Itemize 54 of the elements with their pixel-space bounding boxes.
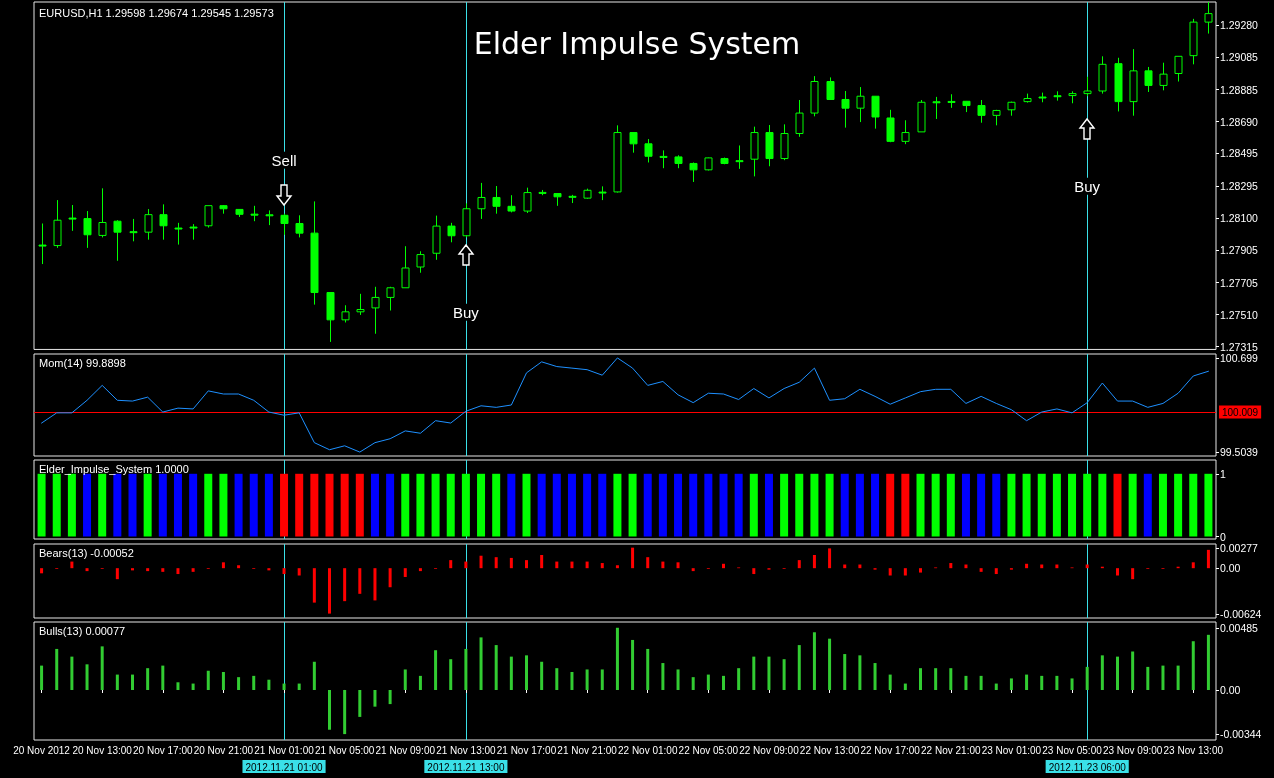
y-tick-label: -0.00344: [1220, 728, 1262, 741]
y-tick-label: 1.28885: [1220, 83, 1259, 96]
x-tick-label: 21 Nov 21:00: [557, 744, 618, 756]
text: Elder Impulse System: [473, 25, 801, 61]
chart-title: Bulls(13) 0.00077: [39, 624, 126, 637]
x-tick-label: 21 Nov 17:00: [496, 744, 557, 756]
y-tick-label: 1.28295: [1220, 180, 1259, 193]
y-tick-label: 1.28690: [1220, 115, 1259, 128]
x-tick-label: 20 Nov 21:00: [193, 744, 254, 756]
y-tick-label: 1.28100: [1220, 212, 1259, 225]
y-tick-label: 0.00: [1220, 683, 1241, 696]
x-tick-label: 20 Nov 2012: [13, 744, 71, 756]
ref-line-label: 100.009: [1222, 406, 1259, 418]
x-tick-label: 22 Nov 09:00: [739, 744, 800, 756]
x-tick-label: 21 Nov 13:00: [436, 744, 497, 756]
x-tick-label: 20 Nov 17:00: [133, 744, 193, 756]
y-tick-label: 1.27510: [1220, 308, 1259, 321]
x-tick-label: 22 Nov 01:00: [617, 744, 678, 756]
ref-line-label: 2012.11.21 13:00: [427, 761, 505, 773]
chart-subtitle: EURUSD,H1 1.29598 1.29674 1.29545 1.29573: [39, 6, 274, 19]
x-tick-label: 22 Nov 17:00: [860, 744, 921, 756]
y-tick-label: 100.699: [1220, 352, 1259, 364]
y-tick-label: 0.00485: [1220, 621, 1259, 634]
y-tick-label: 1.28495: [1220, 147, 1259, 160]
x-tick-label: 20 Nov 13:00: [72, 744, 133, 756]
y-tick-label: 1.29085: [1220, 50, 1259, 63]
x-tick-label: 23 Nov 01:00: [981, 744, 1042, 756]
y-tick-label: 1.29280: [1220, 19, 1259, 32]
y-tick-label: -0.00624: [1220, 607, 1262, 620]
x-tick-label: 21 Nov 01:00: [254, 744, 315, 756]
y-tick-label: 1.27905: [1220, 243, 1259, 256]
x-tick-label: 23 Nov 09:00: [1102, 744, 1163, 756]
x-tick-label: 22 Nov 21:00: [921, 744, 981, 756]
y-tick-label: 0.00: [1220, 562, 1241, 575]
x-tick-label: 21 Nov 09:00: [375, 744, 436, 756]
y-tick-label: 99.5039: [1220, 445, 1259, 458]
ref-line-label: 2012.11.23 06:00: [1048, 761, 1127, 773]
y-tick-label: 1.27315: [1220, 340, 1259, 353]
annotation: Sell: [271, 151, 297, 169]
x-tick-label: 23 Nov 13:00: [1163, 744, 1224, 756]
annotation: Buy: [452, 303, 480, 321]
ref-line-label: 2012.11.21 01:00: [245, 761, 324, 773]
y-tick-label: 0.00277: [1220, 541, 1259, 554]
x-tick-label: 21 Nov 05:00: [314, 744, 375, 756]
chart-title: Bears(13) -0.00052: [39, 546, 134, 559]
x-tick-label: 22 Nov 13:00: [799, 744, 860, 756]
x-tick-label: 22 Nov 05:00: [678, 744, 739, 756]
y-tick-label: 1: [1220, 467, 1226, 480]
chart-title: Mom(14) 99.8898: [39, 356, 126, 369]
annotation: Buy: [1074, 177, 1101, 195]
chart-title: Elder_Impulse_System 1.0000: [39, 462, 189, 475]
y-tick-label: 1.27705: [1220, 276, 1259, 289]
x-tick-label: 23 Nov 05:00: [1042, 744, 1103, 756]
y-tick-label: 0: [1220, 530, 1226, 543]
